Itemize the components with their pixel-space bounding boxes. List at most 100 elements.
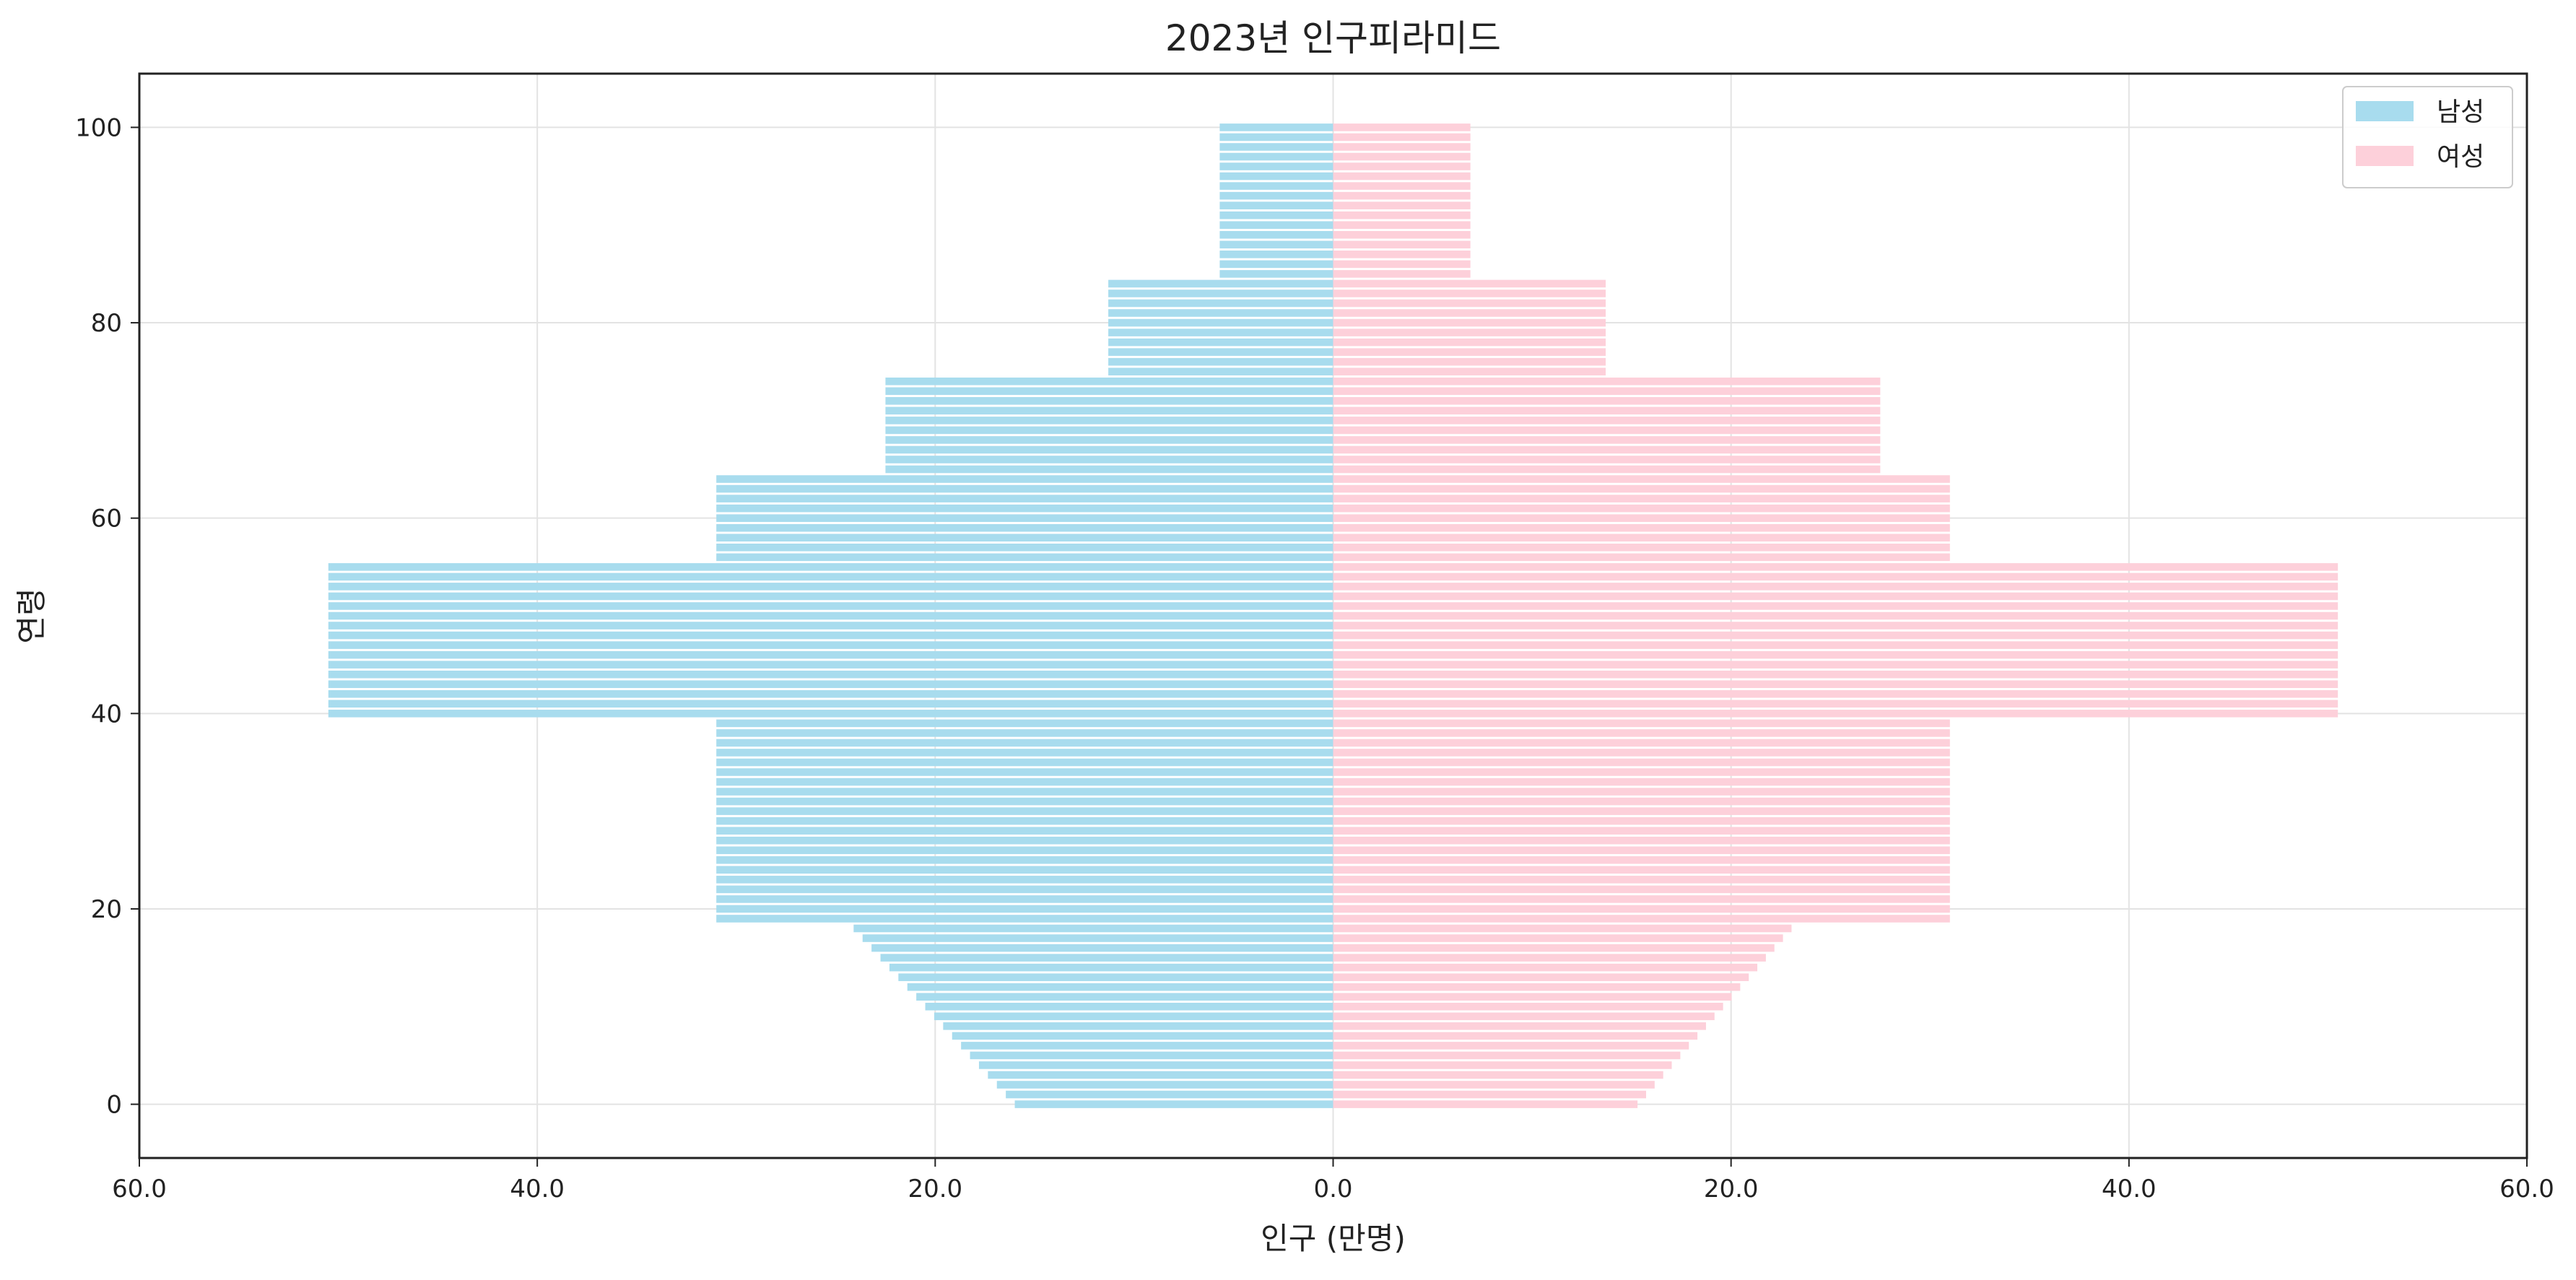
bar-female-age-66	[1333, 456, 1881, 463]
bar-male-age-38	[716, 729, 1333, 737]
bar-male-age-60	[716, 514, 1333, 522]
bar-female-age-45	[1333, 661, 2338, 669]
bar-female-age-83	[1333, 289, 1606, 297]
bar-female-age-41	[1333, 700, 2338, 708]
y-tick-label-2: 40	[91, 700, 122, 728]
bar-male-age-73	[885, 387, 1333, 396]
bar-female-age-2	[1333, 1081, 1655, 1089]
y-tick-label-3: 60	[91, 505, 122, 534]
bar-male-age-78	[1108, 338, 1333, 347]
bar-female-age-92	[1333, 201, 1471, 209]
bar-male-age-30	[716, 807, 1333, 815]
bar-male-age-34	[716, 768, 1333, 776]
bar-male-age-91	[1219, 211, 1333, 219]
bar-female-age-94	[1333, 182, 1471, 190]
bar-male-age-9	[934, 1012, 1333, 1021]
bar-female-age-54	[1333, 572, 2338, 581]
bar-male-age-46	[328, 650, 1333, 659]
bar-female-age-8	[1333, 1022, 1706, 1030]
bar-male-age-0	[1014, 1100, 1333, 1108]
bar-female-age-28	[1333, 827, 1950, 835]
bar-female-age-49	[1333, 622, 2338, 630]
chart-title: 2023년 인구피라미드	[1165, 17, 1501, 59]
y-tick-label-1: 20	[91, 895, 122, 924]
bar-female-age-89	[1333, 230, 1471, 239]
bar-male-age-52	[328, 592, 1333, 601]
bar-female-age-82	[1333, 299, 1606, 308]
bar-female-age-60	[1333, 514, 1950, 522]
bar-male-age-53	[328, 583, 1333, 591]
bar-female-age-5	[1333, 1051, 1681, 1060]
bar-male-age-66	[885, 456, 1333, 463]
bar-male-age-72	[885, 397, 1333, 405]
bar-male-age-39	[716, 719, 1333, 728]
x-tick-label-0: 60.0	[112, 1175, 167, 1203]
bar-male-age-35	[716, 758, 1333, 767]
bar-male-age-89	[1219, 230, 1333, 239]
bar-female-age-17	[1333, 934, 1783, 942]
bar-male-age-23	[716, 876, 1333, 884]
bar-male-age-88	[1219, 240, 1333, 249]
bar-female-age-22	[1333, 885, 1950, 894]
bar-female-age-97	[1333, 152, 1471, 161]
bar-female-age-36	[1333, 749, 1950, 757]
bar-female-age-39	[1333, 719, 1950, 728]
bar-female-age-95	[1333, 172, 1471, 180]
x-tick-label-1: 40.0	[510, 1175, 565, 1203]
bar-male-age-79	[1108, 328, 1333, 336]
x-tick-label-2: 20.0	[908, 1175, 962, 1203]
bar-male-age-25	[716, 856, 1333, 864]
x-tick-label-6: 60.0	[2499, 1175, 2554, 1203]
bar-female-age-59	[1333, 523, 1950, 532]
bar-male-age-3	[988, 1071, 1333, 1079]
bar-male-age-49	[328, 622, 1333, 630]
bar-female-age-44	[1333, 670, 2338, 679]
bar-male-age-50	[328, 611, 1333, 620]
bar-male-age-96	[1219, 162, 1333, 170]
bar-male-age-18	[853, 924, 1333, 933]
bar-male-age-65	[885, 465, 1333, 474]
bar-male-age-12	[907, 983, 1333, 991]
bar-male-age-87	[1219, 251, 1333, 258]
legend-swatch-female	[2356, 146, 2414, 166]
bar-male-age-84	[1108, 279, 1333, 288]
bar-female-age-3	[1333, 1071, 1663, 1079]
bar-female-age-99	[1333, 133, 1471, 142]
bar-male-age-1	[1006, 1090, 1333, 1099]
bar-female-age-16	[1333, 944, 1775, 952]
bar-female-age-65	[1333, 465, 1881, 474]
bar-male-age-74	[885, 377, 1333, 386]
bar-male-age-44	[328, 670, 1333, 679]
bar-male-age-45	[328, 661, 1333, 669]
bar-female-age-88	[1333, 240, 1471, 249]
bar-male-age-24	[716, 866, 1333, 874]
bar-male-age-4	[978, 1061, 1333, 1069]
bar-female-age-25	[1333, 856, 1950, 864]
x-axis-label: 인구 (만명)	[1261, 1221, 1406, 1256]
bar-female-age-33	[1333, 778, 1950, 786]
bar-female-age-24	[1333, 866, 1950, 874]
bar-female-age-86	[1333, 260, 1471, 269]
bar-male-age-17	[862, 934, 1333, 942]
bar-female-age-30	[1333, 807, 1950, 815]
bar-male-age-26	[716, 846, 1333, 855]
bar-male-age-77	[1108, 348, 1333, 356]
bar-female-age-9	[1333, 1012, 1715, 1021]
bar-female-age-71	[1333, 406, 1881, 415]
bar-male-age-80	[1108, 318, 1333, 327]
bar-male-age-22	[716, 885, 1333, 894]
bar-female-age-27	[1333, 836, 1950, 845]
bar-female-age-37	[1333, 739, 1950, 747]
bar-male-age-71	[885, 406, 1333, 415]
bar-female-age-80	[1333, 318, 1606, 327]
bar-female-age-84	[1333, 279, 1606, 288]
bar-male-age-47	[328, 641, 1333, 649]
bar-male-age-93	[1219, 191, 1333, 200]
bar-female-age-29	[1333, 817, 1950, 825]
bar-female-age-96	[1333, 162, 1471, 170]
y-tick-label-0: 0	[106, 1091, 122, 1120]
bar-female-age-61	[1333, 504, 1950, 513]
bar-male-age-99	[1219, 133, 1333, 142]
bar-male-age-82	[1108, 299, 1333, 308]
bar-male-age-69	[885, 426, 1333, 435]
